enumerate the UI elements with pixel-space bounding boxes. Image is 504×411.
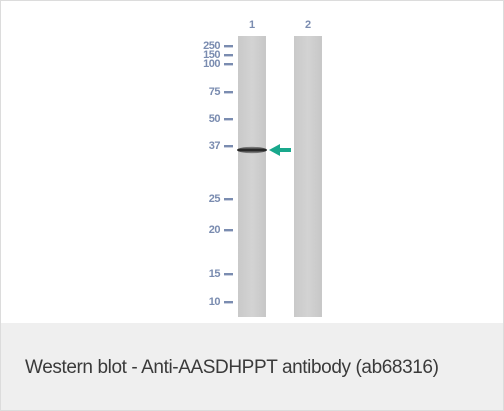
marker-tick-250 — [224, 45, 233, 48]
lane-2 — [294, 36, 322, 317]
lane-1 — [238, 36, 266, 317]
lane-label-2: 2 — [305, 19, 311, 31]
marker-label-15: 15 — [209, 268, 221, 280]
protein-band — [237, 146, 267, 154]
marker-label-10: 10 — [209, 296, 221, 308]
marker-tick-75 — [224, 91, 233, 94]
marker-tick-50 — [224, 118, 233, 121]
marker-label-100: 100 — [203, 58, 220, 70]
marker-tick-150 — [224, 54, 233, 57]
marker-ticks — [224, 45, 233, 304]
marker-tick-37 — [224, 145, 233, 148]
lane-label-1: 1 — [249, 19, 255, 31]
marker-tick-100 — [224, 63, 233, 66]
western-blot-svg: 1 2 250 150 100 75 50 37 25 20 15 10 — [203, 19, 322, 317]
marker-label-75: 75 — [209, 86, 221, 98]
image-caption: Western blot - Anti-AASDHPPT antibody (a… — [25, 357, 439, 378]
marker-label-250: 250 — [203, 40, 220, 52]
marker-tick-25 — [224, 198, 233, 201]
marker-label-150: 150 — [203, 49, 220, 61]
marker-label-20: 20 — [209, 224, 221, 236]
caption-bar: Western blot - Anti-AASDHPPT antibody (a… — [1, 323, 503, 410]
marker-tick-10 — [224, 301, 233, 304]
marker-label-37: 37 — [209, 140, 221, 152]
marker-label-25: 25 — [209, 193, 221, 205]
band-arrow-icon — [269, 144, 291, 156]
marker-tick-20 — [224, 229, 233, 232]
western-blot-image[interactable]: 1 2 250 150 100 75 50 37 25 20 15 10 — [1, 1, 503, 323]
marker-tick-15 — [224, 273, 233, 276]
marker-label-50: 50 — [209, 113, 221, 125]
